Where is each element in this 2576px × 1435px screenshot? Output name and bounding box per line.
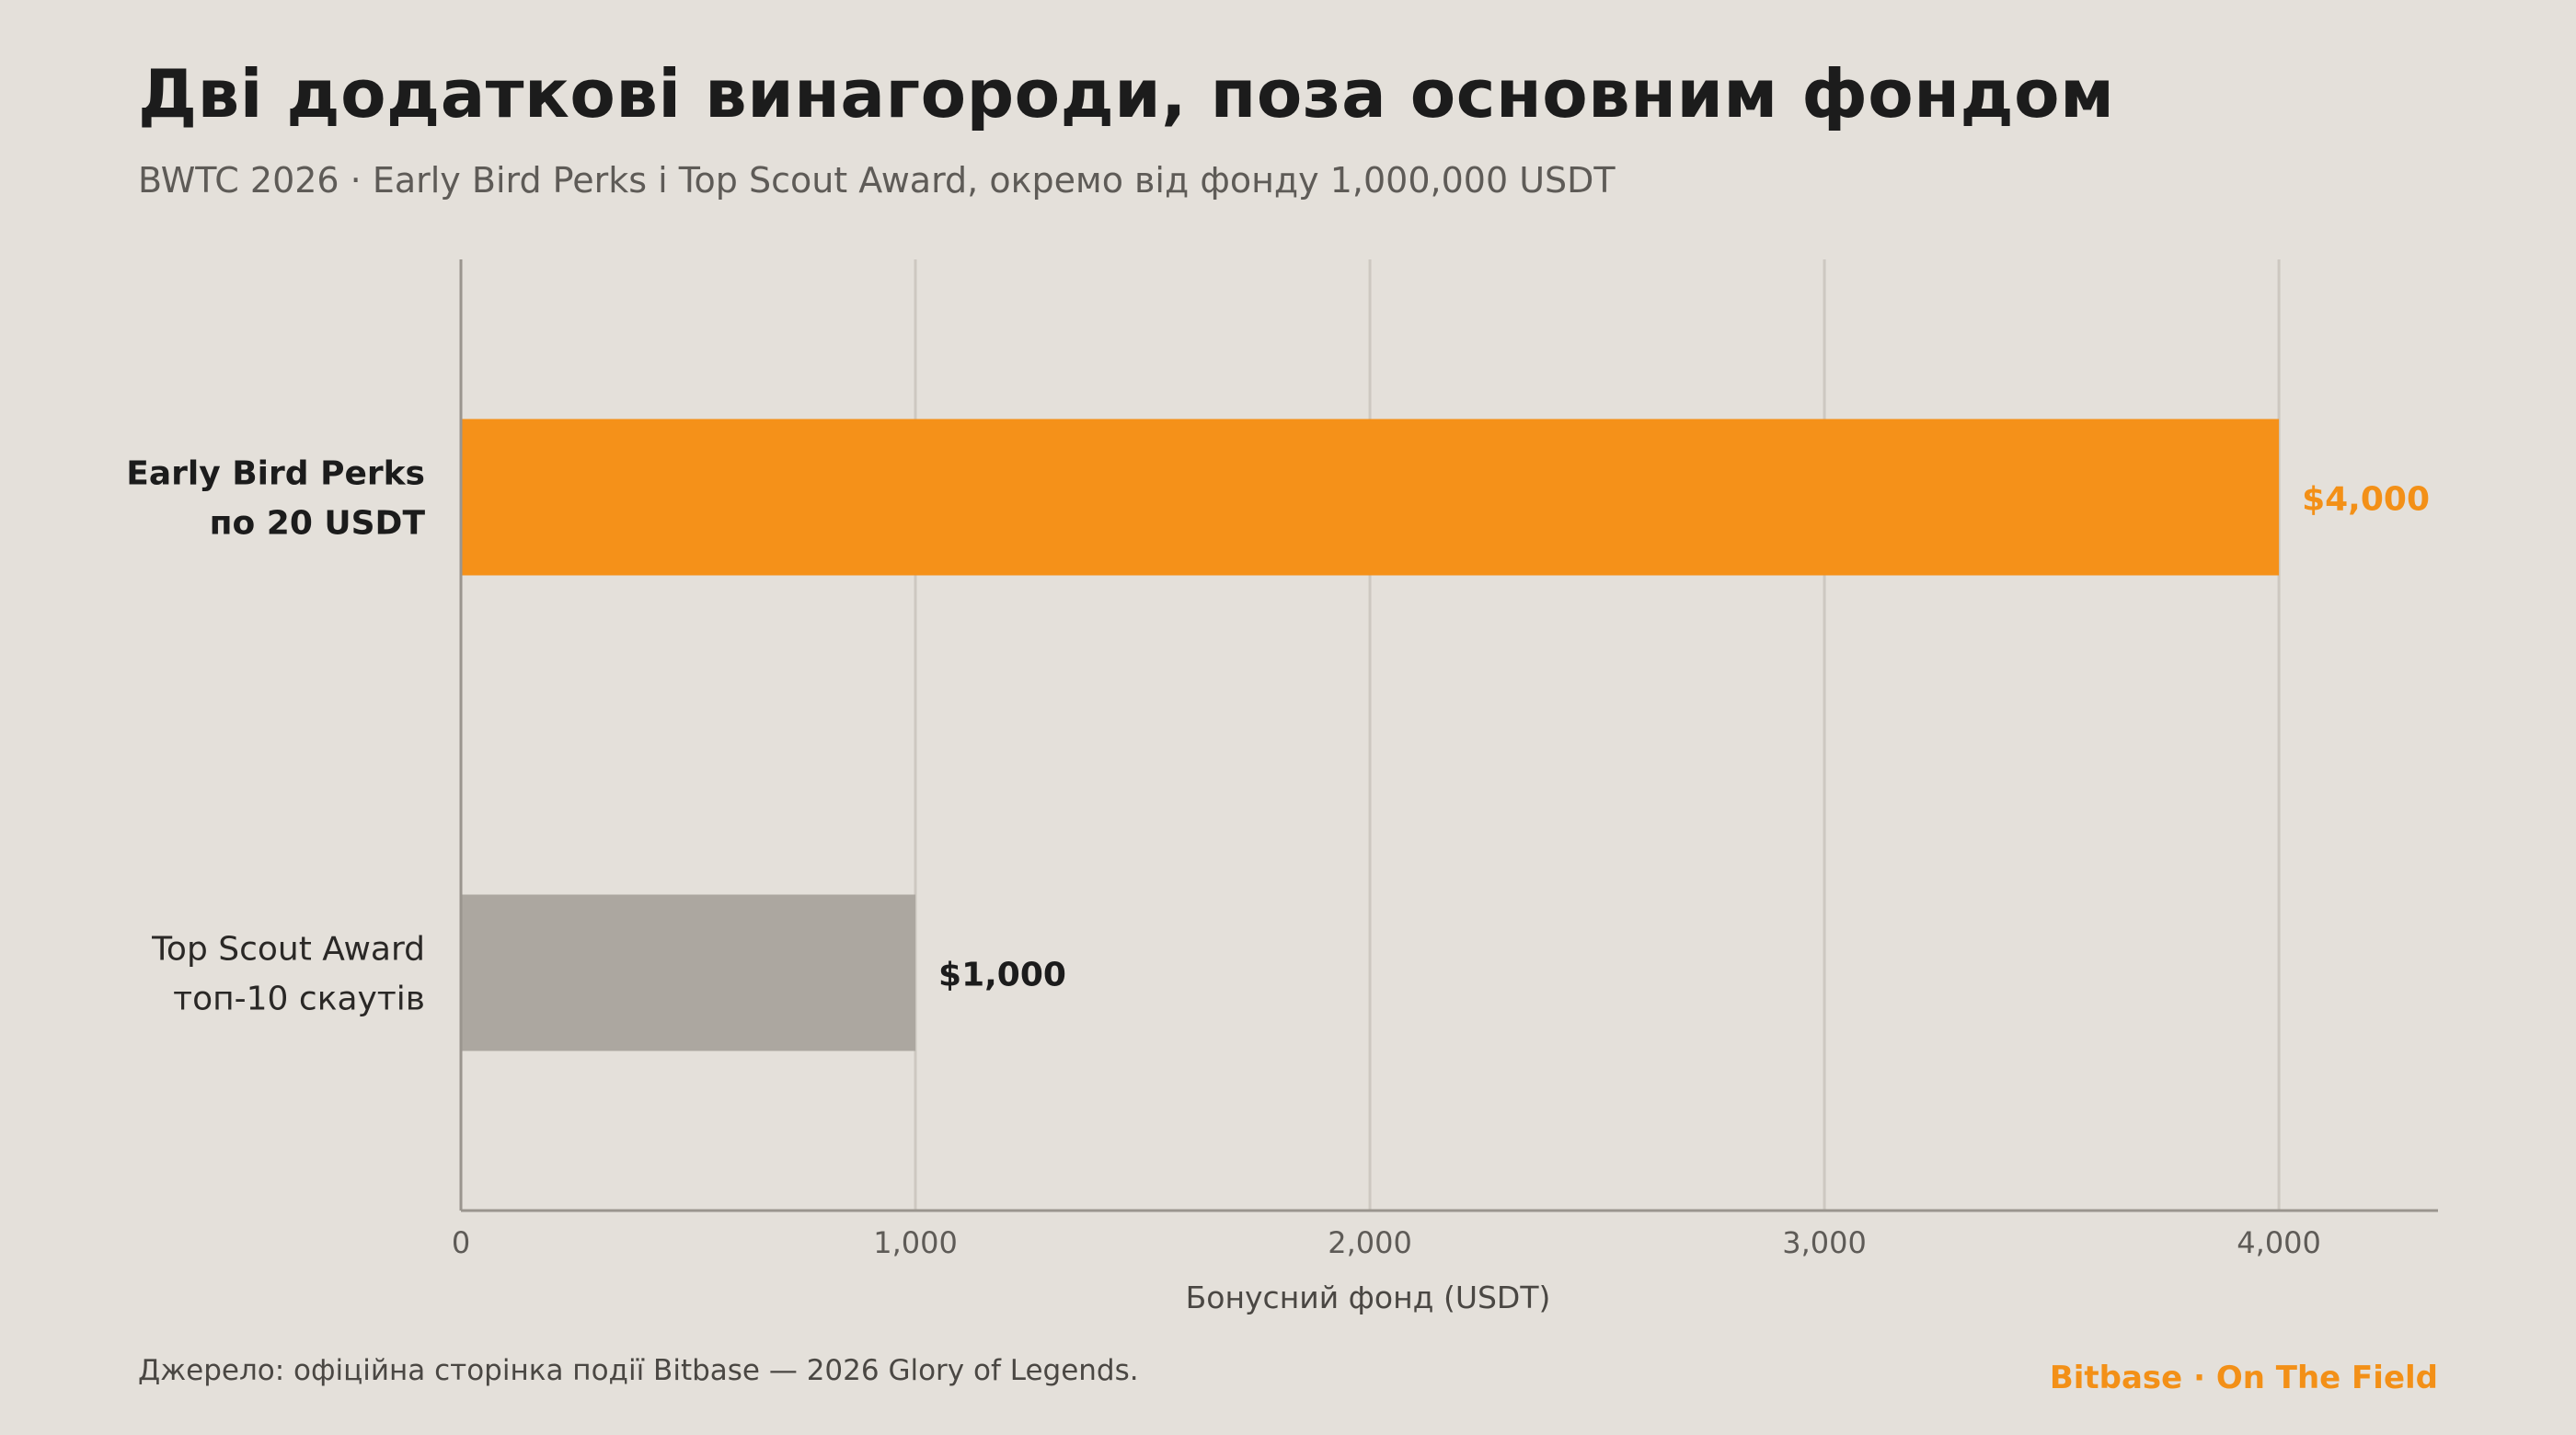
source-note: Джерело: офіційна сторінка події Bitbase… — [138, 1354, 1139, 1387]
y-category-labels: Early Bird Perks по 20 USDT Top Scout Awar… — [126, 455, 425, 1018]
x-tick-label: 3,000 — [1782, 1225, 1867, 1260]
bars — [461, 419, 2280, 1051]
x-tick-label: 1,000 — [873, 1225, 958, 1260]
value-labels: $4,000 $1,000 — [938, 481, 2430, 994]
chart-subtitle: BWTC 2026 · Early Bird Perks і Top Scout… — [138, 160, 1616, 201]
axes — [459, 259, 2438, 1212]
x-axis-label: Бонусний фонд (USDT) — [1186, 1280, 1551, 1315]
category-sublabel: топ-10 скаутів — [173, 981, 425, 1018]
chart-title: Дві додаткові винагороди, поза основним … — [138, 55, 2115, 132]
brand-label: Bitbase · On The Field — [2049, 1360, 2438, 1396]
category-label: Early Bird Perks — [126, 455, 425, 493]
bar — [461, 894, 916, 1051]
category-sublabel: по 20 USDT — [210, 505, 426, 543]
x-tick-label: 2,000 — [1328, 1225, 1412, 1260]
x-tick-label: 4,000 — [2237, 1225, 2321, 1260]
value-label: $4,000 — [2302, 481, 2430, 519]
category-label: Top Scout Award — [151, 931, 425, 969]
grid-lines — [914, 259, 2281, 1211]
value-label: $1,000 — [938, 957, 1066, 994]
x-tick-label: 0 — [452, 1225, 470, 1260]
x-tick-labels: 0 1,000 2,000 3,000 4,000 — [452, 1225, 2321, 1260]
bar — [461, 419, 2280, 576]
